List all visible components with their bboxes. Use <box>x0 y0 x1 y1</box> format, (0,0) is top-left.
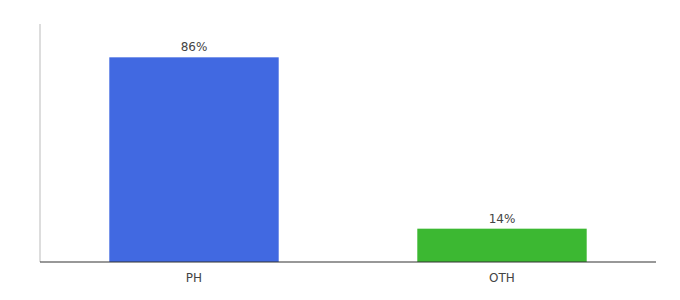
bars <box>109 57 586 262</box>
bar <box>417 229 586 262</box>
data-label: 86% <box>181 40 208 54</box>
x-tick-label: PH <box>186 271 202 285</box>
x-tick-label: OTH <box>489 271 515 285</box>
chart-svg: 86% 14% PH OTH <box>0 0 680 300</box>
chart-container: 86% 14% PH OTH <box>0 0 680 300</box>
bar <box>109 57 278 262</box>
data-label: 14% <box>489 212 516 226</box>
x-axis-line <box>40 261 656 262</box>
y-axis-line <box>40 24 41 262</box>
